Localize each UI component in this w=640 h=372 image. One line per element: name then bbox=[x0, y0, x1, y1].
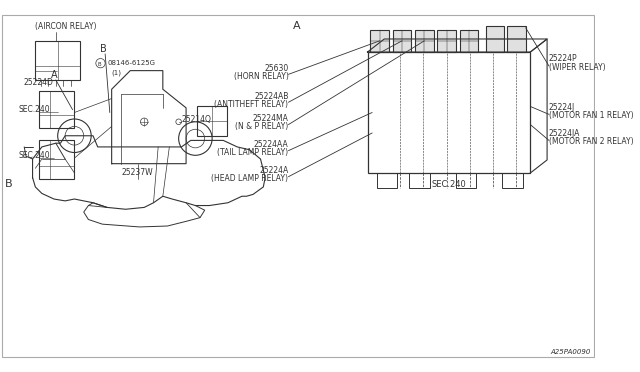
Text: (TAIL LAMP RELAY): (TAIL LAMP RELAY) bbox=[218, 148, 289, 157]
Bar bbox=[437, 30, 456, 52]
Text: 25224MA: 25224MA bbox=[253, 114, 289, 123]
Text: (MOTOR FAN 1 RELAY): (MOTOR FAN 1 RELAY) bbox=[549, 111, 634, 120]
Bar bbox=[460, 30, 478, 52]
Text: B: B bbox=[100, 44, 106, 54]
Text: 25214Q: 25214Q bbox=[181, 115, 211, 124]
Text: SEC.240: SEC.240 bbox=[19, 151, 50, 160]
Bar bbox=[410, 173, 430, 188]
Text: 25237W: 25237W bbox=[122, 168, 154, 177]
Text: A: A bbox=[293, 21, 301, 31]
Text: B: B bbox=[4, 179, 12, 189]
Text: 25224D: 25224D bbox=[23, 78, 53, 87]
Bar bbox=[393, 30, 412, 52]
Text: (HEAD LAMP RELAY): (HEAD LAMP RELAY) bbox=[211, 174, 289, 183]
Text: A: A bbox=[51, 70, 58, 80]
Text: 25224AA: 25224AA bbox=[253, 140, 289, 149]
Bar bbox=[39, 140, 74, 179]
Bar bbox=[415, 30, 433, 52]
Text: SEC.240: SEC.240 bbox=[431, 180, 467, 189]
Text: 25224P: 25224P bbox=[549, 54, 577, 63]
Bar bbox=[456, 173, 476, 188]
Text: B: B bbox=[98, 62, 101, 67]
Bar bbox=[371, 30, 389, 52]
Bar bbox=[507, 26, 525, 52]
Text: 25224A: 25224A bbox=[259, 166, 289, 175]
Bar bbox=[377, 173, 397, 188]
Text: (ANTITHEFT RELAY): (ANTITHEFT RELAY) bbox=[214, 100, 289, 109]
Text: (N & P RELAY): (N & P RELAY) bbox=[235, 122, 289, 131]
Text: A25PA0090: A25PA0090 bbox=[550, 349, 591, 355]
Text: (AIRCON RELAY): (AIRCON RELAY) bbox=[35, 22, 97, 31]
Text: 25224JA: 25224JA bbox=[549, 129, 580, 138]
Text: (HORN RELAY): (HORN RELAY) bbox=[234, 72, 289, 81]
Bar bbox=[486, 26, 504, 52]
Text: 08146-6125G: 08146-6125G bbox=[108, 60, 156, 66]
Text: (1): (1) bbox=[111, 69, 122, 76]
Bar bbox=[367, 52, 531, 173]
Text: (MOTOR FAN 2 RELAY): (MOTOR FAN 2 RELAY) bbox=[549, 137, 634, 146]
Text: (WIPER RELAY): (WIPER RELAY) bbox=[549, 63, 605, 72]
Bar bbox=[502, 173, 523, 188]
Bar bbox=[197, 106, 227, 136]
Bar bbox=[39, 91, 74, 128]
Text: 25224J: 25224J bbox=[549, 103, 575, 112]
Bar bbox=[35, 41, 80, 80]
Text: 25630: 25630 bbox=[264, 64, 289, 73]
Text: 25224AB: 25224AB bbox=[254, 92, 289, 100]
Text: SEC.240: SEC.240 bbox=[19, 106, 50, 115]
